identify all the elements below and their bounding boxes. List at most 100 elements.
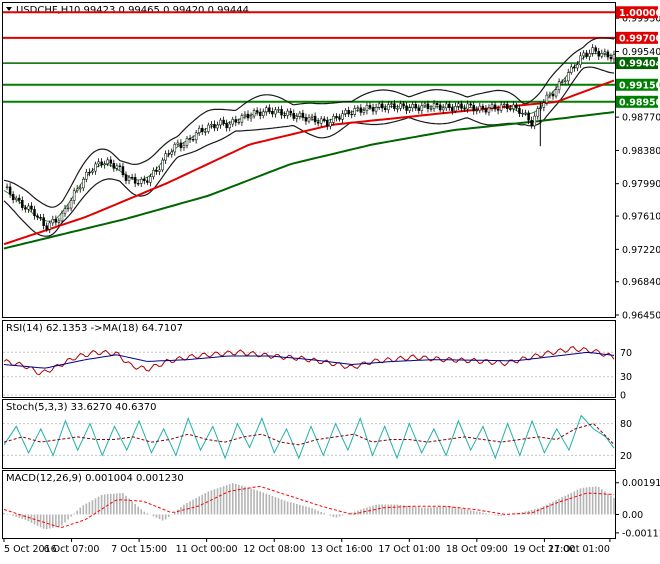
candle-body [399,103,402,109]
candle-body [255,110,259,113]
stoch-line [3,414,615,460]
x-tick-label: 7 Oct 15:00 [111,544,167,555]
candle-body [371,107,375,112]
candle-body [506,103,509,110]
price-tick-label: 0.99930 [622,14,660,25]
candle-body [112,163,116,169]
x-tick-label: 6 Oct 07:00 [44,544,100,555]
candle-body [390,103,393,105]
candle-body [347,109,350,115]
candle-body [521,112,524,115]
candle-body [222,119,225,124]
candle-body [365,105,369,111]
candle-body [57,220,61,223]
candle-body [197,127,201,134]
candle-body [228,123,231,129]
candle-body [48,222,51,230]
candle-body [460,103,463,109]
candle-body [79,187,82,190]
candle-body [286,110,289,116]
candle-body [316,121,320,124]
candle-body [548,93,552,96]
candle-body [466,103,469,110]
candle-body [304,117,308,122]
candle-body [417,107,421,111]
candle-body [591,47,594,54]
candle-body [265,107,268,113]
rsi-panel-title: RSI(14) 62.1353 ->MA(18) 64.7107 [6,323,183,334]
macd-tick-label: 0.00 [622,510,643,521]
candle-body [33,209,36,217]
level-label-box [616,95,658,108]
stoch-tick-label: 20 [620,451,632,462]
candle-body [435,103,439,106]
candle-body [69,200,73,209]
stoch-panel-frame [2,399,616,469]
candle-body [277,109,280,111]
price-tick-label: 0.99540 [622,47,660,58]
candle-body [121,166,125,176]
price-tick-label: 0.98380 [622,146,660,157]
price-tick-label: 0.97990 [622,179,660,190]
macd-signal [3,485,615,529]
candle-body [551,93,555,97]
macd-signal-line [3,485,615,529]
candle-body [91,170,94,173]
candle-body [573,66,576,69]
candle-body [554,89,558,97]
candle-body [167,153,170,155]
candle-body [454,106,457,112]
candle-body [518,107,521,114]
level-label: 0.98950 [619,97,660,108]
candle-body [323,118,326,121]
candle-body [240,115,244,123]
macd-histogram [3,483,615,530]
candle-body [24,207,27,210]
symbol-dropdown-icon[interactable] [6,7,12,11]
candle-body [319,118,323,124]
candle-body [188,138,192,140]
candle-body [350,113,353,116]
candle-body [268,107,271,112]
candle-body [136,183,140,185]
candle-body [124,174,128,181]
x-tick-label: 19 Oct 17:00 [513,544,575,555]
candle-body [438,104,442,111]
candle-body [530,119,533,127]
candle-body [243,113,247,116]
candle-body [130,177,134,179]
candle-body [582,52,585,57]
candle-body [149,176,152,183]
candle-body [280,109,283,116]
candle-body [133,177,137,184]
candle-body [310,115,314,118]
candle-body [335,115,338,118]
candle-body [493,104,497,110]
candle-body [72,190,76,201]
candle-body [524,112,527,114]
candle-body [88,171,91,174]
candle-body [478,105,482,111]
candle-body [18,197,21,201]
rsi-tick-label: 70 [620,348,632,359]
x-tick-label: 18 Oct 09:00 [446,544,508,555]
candle-body [170,151,173,155]
candle-body [545,94,549,103]
candle-body [210,123,213,126]
candle-body [191,139,195,141]
candle-body [100,161,103,166]
candle-body [127,177,131,181]
candle-body [8,186,12,195]
candle-body [103,163,106,166]
price-tick-label: 0.96450 [622,311,660,322]
macd-tick-label: 0.001914 [622,478,660,489]
candle-body [387,104,390,111]
candle-body [490,104,494,109]
candle-body [557,81,561,90]
x-tick-label: 13 Oct 16:00 [311,544,373,555]
candle-body [448,103,451,108]
candle-body [173,144,177,153]
rsi-line [3,351,615,369]
